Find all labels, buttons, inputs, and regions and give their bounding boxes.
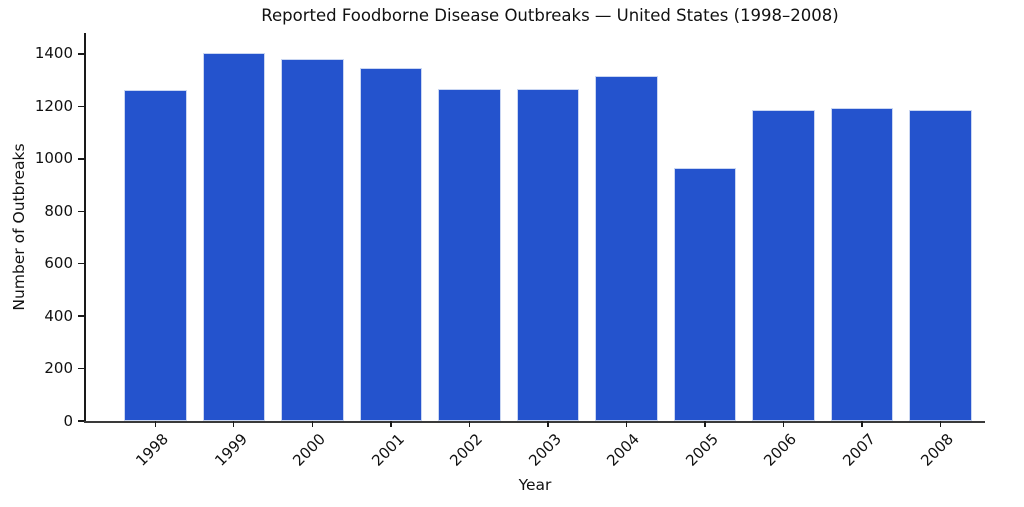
y-tick-label-1200: 1200 — [34, 96, 73, 115]
x-tick-label-text: 1999 — [210, 430, 251, 470]
x-tick-mark-2006 — [782, 421, 785, 427]
bar-2005 — [673, 168, 737, 421]
y-tick-mark-0 — [78, 420, 84, 422]
x-tick-mark-2003 — [547, 421, 549, 427]
bar-2004 — [595, 75, 658, 421]
x-tick-mark-2001 — [390, 421, 392, 427]
x-tick-label-text: 2005 — [681, 430, 722, 470]
bar-2006 — [752, 109, 815, 421]
x-tick-label-text: 2002 — [446, 430, 487, 470]
y-tick-mark-800 — [78, 210, 84, 212]
bar-2001 — [359, 68, 423, 421]
x-axis-line — [84, 421, 985, 423]
chart-title: Reported Foodborne Disease Outbreaks — U… — [261, 6, 839, 25]
plot-area: 0 200 400 600 800 1000 1200 1400 1998 1999 2000 200… — [35, 33, 985, 470]
bar-2008 — [909, 109, 972, 421]
bar-1999 — [202, 52, 266, 421]
y-tick-label-1000: 1000 — [34, 149, 73, 168]
x-tick-mark-2000 — [311, 421, 313, 427]
y-axis-line — [84, 33, 86, 423]
x-tick-mark-1999 — [233, 421, 235, 427]
bar-2007 — [830, 108, 894, 421]
bar-2000 — [281, 58, 344, 421]
x-tick-label-text: 2006 — [760, 430, 801, 470]
x-tick-label-text: 2001 — [367, 430, 408, 470]
y-tick-label-1400: 1400 — [34, 44, 73, 63]
y-tick-mark-200 — [78, 367, 84, 370]
x-tick-label-text: 2007 — [839, 430, 879, 470]
x-tick-label-text: 2003 — [524, 430, 565, 470]
x-tick-mark-2007 — [861, 421, 863, 427]
y-tick-label-800: 800 — [44, 201, 73, 220]
y-tick-label-0: 0 — [63, 411, 73, 430]
x-tick-label-text: 1998 — [132, 430, 172, 470]
x-tick-label-text: 2008 — [917, 430, 958, 470]
x-tick-mark-2002 — [468, 421, 471, 427]
y-tick-mark-1000 — [78, 158, 84, 160]
x-tick-label-text: 2004 — [603, 430, 644, 470]
x-tick-mark-2008 — [939, 421, 942, 427]
x-axis-label: Year — [518, 476, 552, 494]
y-tick-label-600: 600 — [44, 254, 73, 273]
x-tick-label-text: 2000 — [289, 430, 330, 470]
y-tick-mark-400 — [78, 315, 84, 317]
bar-1998 — [124, 89, 187, 421]
y-axis-label: Number of Outbreaks — [10, 143, 28, 311]
x-tick-mark-2004 — [625, 421, 628, 427]
x-tick-mark-2005 — [704, 421, 706, 427]
x-tick-mark-1998 — [154, 421, 156, 427]
bar-2003 — [516, 89, 580, 421]
y-tick-label-400: 400 — [44, 306, 73, 325]
y-tick-mark-600 — [78, 263, 84, 265]
y-tick-mark-1200 — [78, 105, 84, 108]
bar-2002 — [438, 89, 501, 421]
y-tick-mark-1400 — [78, 53, 84, 55]
y-tick-label-200: 200 — [44, 359, 73, 378]
